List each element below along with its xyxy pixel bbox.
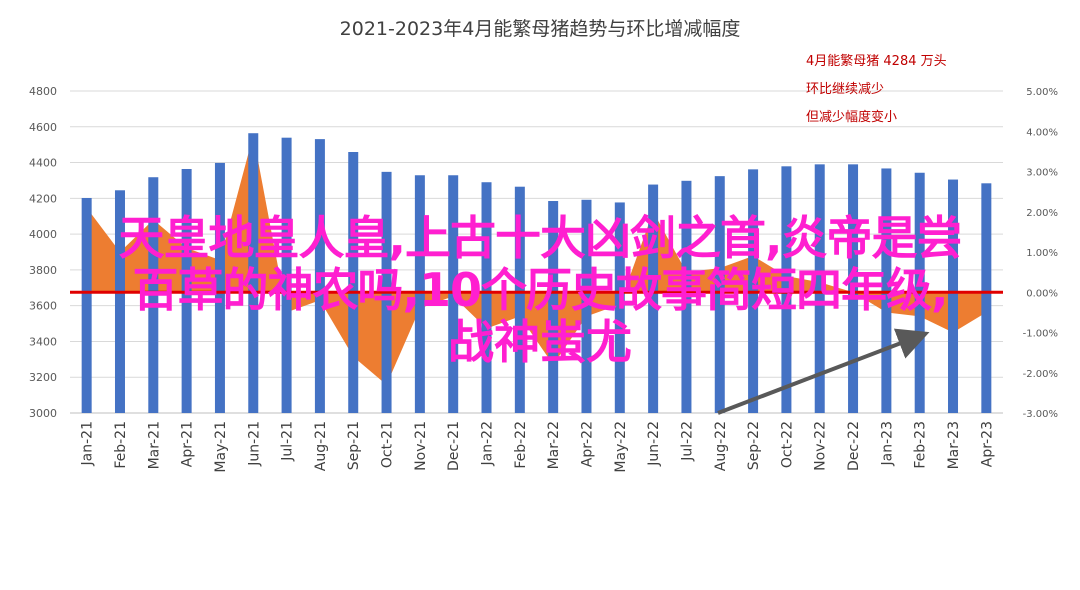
x-tick-label: Oct-21 [380, 421, 396, 468]
x-tick-label: Feb-21 [113, 421, 129, 469]
x-tick-label: Aug-21 [313, 421, 329, 471]
overlay-caption: 天皇地皇人皇,上古十大凶剑之首,炎帝是尝 百草的神农吗,10个历史故事简短四年级… [0, 212, 1080, 368]
sow-inventory-bar [848, 164, 859, 413]
right-tick-label: 1.00% [1026, 248, 1058, 259]
sow-inventory-bar [148, 177, 159, 413]
sow-inventory-bar [981, 183, 992, 413]
x-tick-label: Apr-22 [579, 421, 595, 467]
right-tick-label: 3.00% [1026, 168, 1058, 179]
left-tick-label: 3800 [29, 264, 57, 277]
chart-title: 2021-2023年4月能繁母猪趋势与环比增减幅度 [339, 18, 741, 40]
x-tick-label: Dec-21 [446, 421, 462, 471]
left-tick-label: 4400 [29, 157, 57, 170]
chart-annotations: 4月能繁母猪 4284 万头 环比继续减少 但减少幅度变小 [806, 48, 947, 132]
right-tick-label: 2.00% [1026, 208, 1058, 219]
sow-inventory-bar [514, 186, 525, 413]
sow-inventory-bar [314, 139, 325, 414]
sow-inventory-bar [781, 166, 792, 413]
x-tick-label: Oct-22 [779, 421, 795, 468]
right-tick-label: -3.00% [1023, 409, 1058, 420]
sow-inventory-bar [348, 152, 359, 414]
x-tick-label: Jul-21 [280, 421, 296, 462]
left-tick-label: 4800 [29, 85, 57, 98]
sow-inventory-bar [681, 180, 692, 413]
x-tick-label: Jan-22 [480, 421, 496, 466]
x-tick-label: Jan-23 [879, 421, 895, 466]
trend-arrow [717, 328, 930, 415]
x-tick-label: Jan-21 [80, 421, 96, 466]
annotation-line-1: 4月能繁母猪 4284 万头 [806, 54, 947, 69]
sow-inventory-bar [481, 182, 492, 413]
x-tick-label: Sep-21 [346, 421, 362, 470]
sow-inventory-bar [81, 197, 92, 413]
x-tick-label: Mar-21 [146, 421, 162, 469]
sow-inventory-bar [414, 175, 425, 413]
annotation-line-3: 但减少幅度变小 [806, 110, 898, 125]
x-tick-label: Apr-21 [180, 421, 196, 467]
sow-inventory-bar [548, 201, 559, 413]
x-tick-label: Feb-22 [513, 421, 529, 469]
overlay-line-3: 战神蚩尤 [448, 315, 632, 369]
left-tick-label: 3000 [29, 407, 57, 420]
left-tick-label: 4600 [29, 121, 57, 134]
x-tick-label: Jun-21 [246, 421, 262, 467]
x-tick-label: Mar-22 [546, 421, 562, 469]
sow-inventory-bar [881, 168, 892, 413]
sow-inventory-bar [581, 199, 592, 413]
annotation-line-2: 环比继续减少 [806, 82, 885, 97]
sow-inventory-bar [114, 190, 125, 413]
x-tick-label: Nov-22 [813, 421, 829, 471]
x-tick-label: Mar-23 [946, 421, 962, 469]
sow-inventory-bar [614, 202, 625, 413]
left-tick-label: 4200 [29, 192, 57, 205]
right-tick-label: 0.00% [1026, 288, 1058, 299]
x-tick-label: Aug-22 [713, 421, 729, 471]
sow-inventory-bar [814, 164, 825, 413]
x-tick-label: Apr-23 [979, 421, 995, 467]
x-tick-label: May-21 [213, 421, 229, 473]
right-tick-label: -1.00% [1023, 329, 1058, 340]
left-tick-label: 4000 [29, 228, 57, 241]
x-tick-label: Jun-22 [646, 421, 662, 467]
right-tick-label: -2.00% [1023, 369, 1058, 380]
sow-inventory-bar [281, 137, 292, 413]
sow-inventory-bar [948, 179, 959, 413]
left-tick-label: 3600 [29, 300, 57, 313]
left-tick-label: 3400 [29, 335, 57, 348]
sow-inventory-bar [248, 133, 259, 413]
left-tick-label: 3200 [29, 371, 57, 384]
mom-change-area [86, 135, 987, 385]
sow-inventory-bar [448, 175, 459, 413]
x-tick-label: Jul-22 [679, 421, 695, 462]
right-tick-label: 4.00% [1026, 127, 1058, 138]
sow-inventory-bar [648, 184, 659, 413]
sow-inventory-bar [214, 162, 225, 413]
x-tick-label: Sep-22 [746, 421, 762, 470]
overlay-line-1: 天皇地皇人皇,上古十大凶剑之首,炎帝是尝 [118, 211, 963, 265]
x-tick-label: May-22 [613, 421, 629, 473]
right-tick-label: 5.00% [1026, 87, 1058, 98]
sow-inventory-bar [714, 176, 725, 413]
overlay-line-2: 百草的神农吗,10个历史故事简短四年级, [132, 263, 949, 317]
x-tick-label: Nov-21 [413, 421, 429, 471]
x-tick-label: Dec-22 [846, 421, 862, 471]
x-tick-label: Feb-23 [913, 421, 929, 469]
